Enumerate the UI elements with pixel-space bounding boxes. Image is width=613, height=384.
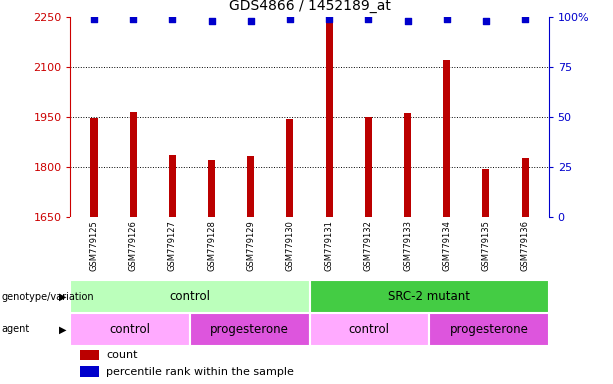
Point [246,18,256,24]
Point [324,16,334,22]
Text: GSM779133: GSM779133 [403,220,412,271]
Text: GSM779130: GSM779130 [286,220,294,271]
Bar [429,313,549,346]
Bar [482,169,489,217]
Bar [286,119,294,217]
Bar [326,20,333,217]
Point [285,16,295,22]
Text: control: control [110,323,151,336]
Text: control: control [170,290,210,303]
Bar [365,117,372,217]
Bar [247,156,254,217]
Text: GSM779134: GSM779134 [442,220,451,271]
Text: GSM779127: GSM779127 [168,220,177,271]
Text: SRC-2 mutant: SRC-2 mutant [388,290,470,303]
Bar [130,112,137,217]
Point [207,18,216,24]
Text: ▶: ▶ [59,324,66,334]
Text: GSM779135: GSM779135 [481,220,490,271]
Text: GSM779128: GSM779128 [207,220,216,271]
Point [364,16,373,22]
Bar [70,313,190,346]
Point [167,16,177,22]
Bar [169,156,176,217]
Point [520,16,530,22]
Bar [404,113,411,217]
Bar [443,60,451,217]
Point [128,16,138,22]
Text: percentile rank within the sample: percentile rank within the sample [107,366,294,376]
Text: genotype/variation: genotype/variation [1,291,94,302]
Text: GSM779129: GSM779129 [246,220,255,271]
Title: GDS4866 / 1452189_at: GDS4866 / 1452189_at [229,0,390,13]
Point [442,16,452,22]
Bar [310,313,429,346]
Bar [91,118,97,217]
Bar [208,161,215,217]
Text: GSM779126: GSM779126 [129,220,138,271]
Text: count: count [107,350,138,360]
Bar [70,280,310,313]
Point [89,16,99,22]
Point [403,18,413,24]
Bar [310,280,549,313]
Text: progesterone: progesterone [210,323,289,336]
Text: GSM779136: GSM779136 [520,220,530,271]
Text: GSM779125: GSM779125 [89,220,99,271]
Bar [522,158,528,217]
Bar [190,313,310,346]
Text: control: control [349,323,390,336]
Text: GSM779132: GSM779132 [364,220,373,271]
Bar [80,366,99,377]
Text: GSM779131: GSM779131 [325,220,333,271]
Text: ▶: ▶ [59,291,66,302]
Bar [80,350,99,360]
Text: progesterone: progesterone [449,323,528,336]
Point [481,18,491,24]
Text: agent: agent [1,324,29,334]
